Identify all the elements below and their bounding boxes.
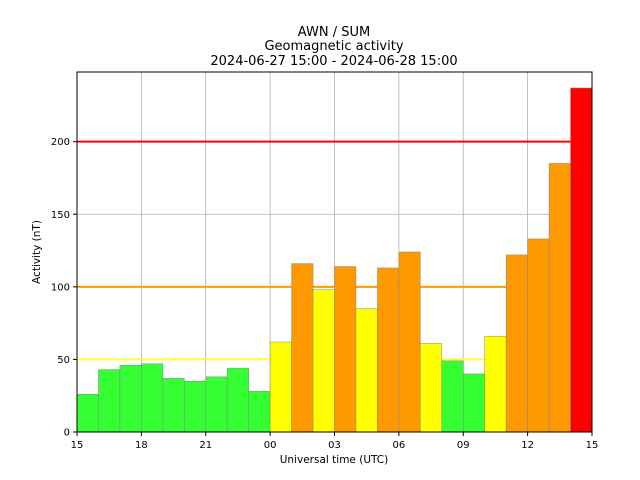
bars	[76, 87, 593, 433]
bar-21	[527, 238, 550, 433]
y-tick-label-2: 100	[51, 282, 70, 293]
bar-4	[162, 378, 185, 433]
y-tick-label-0: 0	[64, 428, 70, 439]
x-tick-label-3: 00	[264, 440, 277, 451]
bar-9	[269, 341, 292, 433]
bar-14	[377, 267, 400, 433]
x-tick-label-5: 06	[393, 440, 406, 451]
bar-18	[463, 373, 485, 433]
y-tick-label-1: 50	[57, 355, 70, 366]
bar-16	[420, 343, 443, 433]
chart-title-line-3: 2024-06-27 15:00 - 2024-06-28 15:00	[210, 54, 457, 69]
bar-3	[141, 363, 164, 433]
chart-title-line-1: AWN / SUM	[298, 25, 370, 40]
x-tick-label-1: 18	[135, 440, 148, 451]
bar-20	[505, 254, 528, 433]
bar-10	[291, 263, 314, 433]
bar-13	[355, 308, 378, 433]
chart-title-line-2: Geomagnetic activity	[264, 39, 403, 54]
bar-5	[184, 380, 207, 433]
bar-2	[119, 364, 142, 433]
x-tick-label-7: 12	[521, 440, 534, 451]
bar-6	[205, 376, 228, 433]
bar-17	[441, 360, 464, 433]
bar-23	[570, 87, 593, 433]
x-tick-label-8: 15	[586, 440, 599, 451]
x-tick-label-2: 21	[199, 440, 212, 451]
bar-19	[484, 335, 507, 433]
bar-7	[226, 367, 249, 433]
x-axis-label: Universal time (UTC)	[280, 454, 388, 466]
y-tick-label-3: 150	[51, 210, 70, 221]
x-tick-label-4: 03	[328, 440, 341, 451]
x-tick-label-0: 15	[71, 440, 84, 451]
bar-1	[98, 369, 121, 433]
bar-8	[248, 391, 271, 433]
y-tick-label-4: 200	[51, 137, 70, 148]
x-tick-label-6: 09	[457, 440, 470, 451]
x-axis-ticks: 15 18 21 00 03 06 09 12 15	[71, 432, 599, 451]
bar-15	[398, 251, 421, 433]
bar-22	[548, 163, 571, 433]
y-axis-label: Activity (nT)	[31, 220, 43, 284]
bar-12	[334, 266, 357, 433]
y-axis-ticks: 0 50 100 150 200	[51, 137, 77, 439]
bar-0	[76, 394, 99, 433]
bar-11	[312, 289, 335, 433]
